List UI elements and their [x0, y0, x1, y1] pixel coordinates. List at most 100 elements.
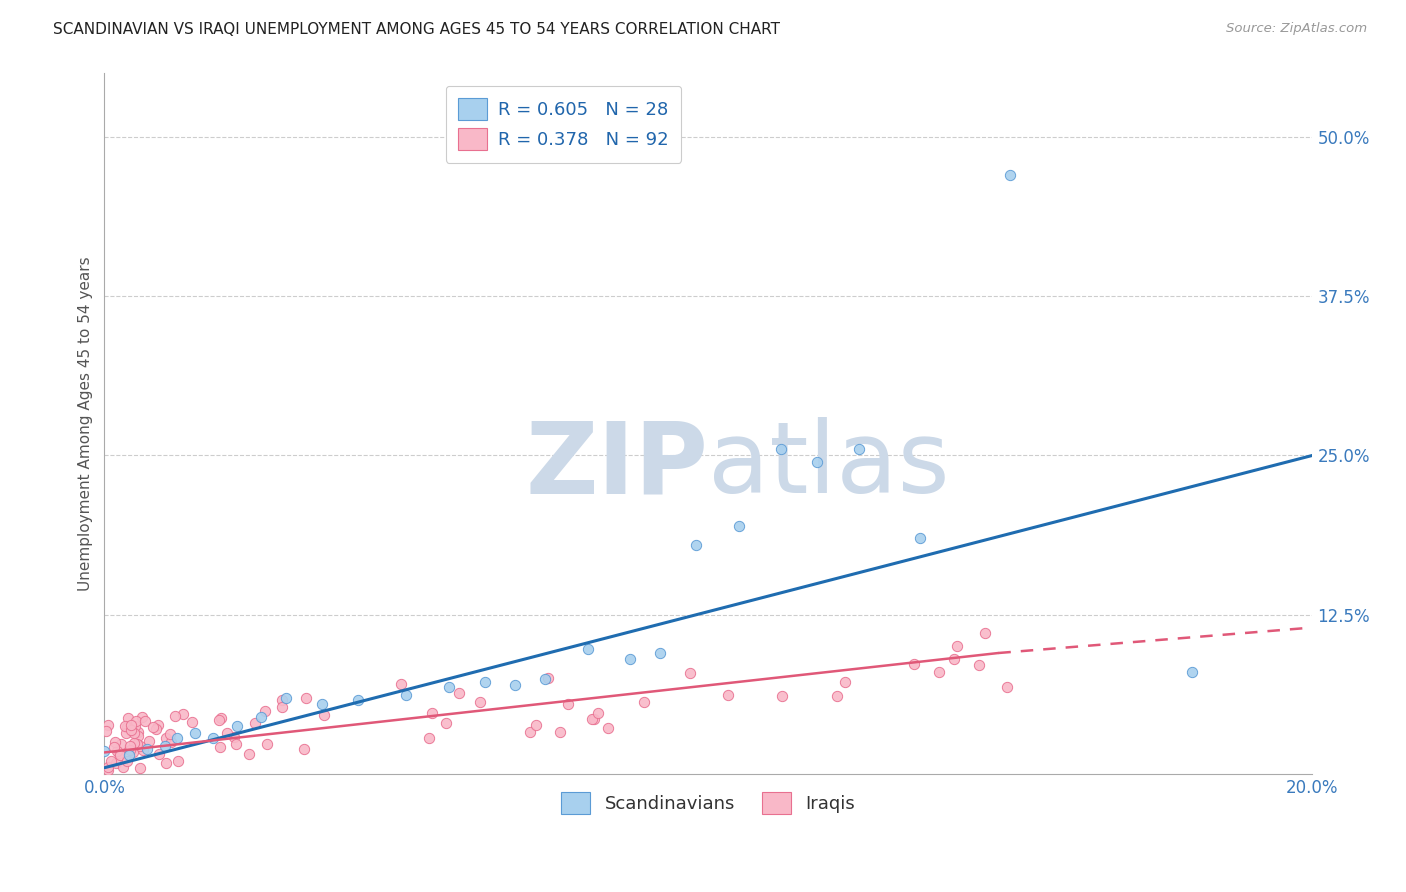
- Point: [908, 531, 931, 545]
- Point: [834, 675, 856, 690]
- Point: [347, 693, 370, 707]
- Point: [120, 717, 142, 731]
- Point: [97, 763, 120, 777]
- Point: [437, 681, 460, 695]
- Point: [395, 688, 418, 702]
- Point: [120, 723, 142, 737]
- Point: [117, 747, 139, 762]
- Point: [105, 744, 128, 758]
- Point: [132, 743, 155, 757]
- Point: [995, 680, 1018, 694]
- Point: [155, 731, 177, 746]
- Point: [122, 726, 145, 740]
- Point: [928, 665, 950, 679]
- Point: [418, 731, 440, 746]
- Point: [122, 736, 145, 750]
- Point: [250, 710, 273, 724]
- Point: [770, 690, 793, 704]
- Point: [942, 652, 965, 666]
- Point: [108, 747, 131, 762]
- Point: [104, 734, 127, 748]
- Point: [142, 719, 165, 733]
- Point: [474, 675, 496, 690]
- Point: [503, 678, 526, 692]
- Point: [97, 760, 120, 774]
- Point: [420, 706, 443, 720]
- Point: [1181, 665, 1204, 680]
- Point: [576, 642, 599, 657]
- Point: [245, 716, 267, 731]
- Point: [519, 725, 541, 739]
- Text: atlas: atlas: [709, 417, 950, 514]
- Point: [619, 652, 641, 666]
- Point: [633, 695, 655, 709]
- Point: [110, 737, 132, 751]
- Point: [166, 754, 188, 768]
- Point: [806, 455, 828, 469]
- Point: [124, 719, 146, 733]
- Point: [1000, 168, 1022, 182]
- Point: [225, 737, 247, 751]
- Point: [114, 719, 136, 733]
- Point: [184, 726, 207, 740]
- Point: [121, 723, 143, 738]
- Point: [292, 742, 315, 756]
- Point: [181, 714, 204, 729]
- Point: [94, 723, 117, 738]
- Point: [903, 657, 925, 671]
- Legend: Scandinavians, Iraqis: Scandinavians, Iraqis: [551, 781, 866, 825]
- Point: [135, 741, 157, 756]
- Point: [103, 739, 125, 754]
- Point: [717, 688, 740, 702]
- Point: [127, 724, 149, 739]
- Point: [389, 677, 412, 691]
- Point: [648, 646, 671, 660]
- Point: [129, 761, 152, 775]
- Point: [534, 672, 557, 686]
- Point: [537, 671, 560, 685]
- Point: [155, 756, 177, 770]
- Point: [125, 714, 148, 728]
- Point: [145, 722, 167, 736]
- Point: [974, 625, 997, 640]
- Point: [122, 745, 145, 759]
- Point: [583, 712, 606, 726]
- Text: ZIP: ZIP: [526, 417, 709, 514]
- Point: [208, 713, 231, 727]
- Point: [557, 697, 579, 711]
- Point: [581, 713, 603, 727]
- Point: [586, 706, 609, 721]
- Point: [138, 734, 160, 748]
- Point: [945, 640, 967, 654]
- Point: [148, 747, 170, 762]
- Point: [160, 735, 183, 749]
- Y-axis label: Unemployment Among Ages 45 to 54 years: Unemployment Among Ages 45 to 54 years: [79, 256, 93, 591]
- Point: [93, 744, 115, 758]
- Point: [311, 697, 333, 711]
- Point: [314, 708, 336, 723]
- Point: [848, 442, 870, 456]
- Point: [685, 538, 707, 552]
- Point: [209, 739, 232, 754]
- Point: [115, 720, 138, 734]
- Point: [129, 739, 152, 753]
- Point: [115, 754, 138, 768]
- Point: [253, 704, 276, 718]
- Point: [111, 760, 134, 774]
- Point: [222, 731, 245, 745]
- Point: [449, 685, 471, 699]
- Point: [548, 725, 571, 739]
- Text: Source: ZipAtlas.com: Source: ZipAtlas.com: [1226, 22, 1367, 36]
- Point: [127, 730, 149, 744]
- Point: [165, 708, 187, 723]
- Point: [524, 717, 547, 731]
- Point: [468, 695, 491, 709]
- Point: [769, 442, 792, 456]
- Point: [115, 725, 138, 739]
- Point: [209, 711, 232, 725]
- Point: [270, 693, 292, 707]
- Point: [270, 700, 292, 714]
- Point: [238, 747, 260, 761]
- Point: [146, 718, 169, 732]
- Point: [215, 726, 238, 740]
